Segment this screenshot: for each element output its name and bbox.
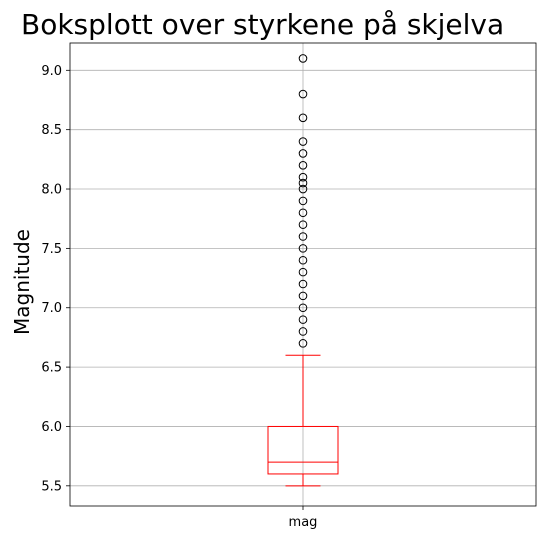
outlier-point [298,267,308,277]
outlier-point [298,315,308,324]
outlier-point [298,291,308,301]
y-tick-label: 8.0 [41,183,62,198]
y-tick-label: 5.5 [41,479,62,494]
outlier-point [298,279,308,289]
outlier-point [298,89,308,99]
iqr-box [267,425,339,475]
y-tick-label: 6.5 [41,361,62,376]
outlier-point [298,196,308,206]
outlier-point [298,54,308,63]
y-tick-label: 9.0 [41,64,62,79]
y-tick-label: 7.5 [41,242,62,257]
outlier-point [298,303,308,313]
outlier-point [298,184,308,194]
outlier-point [298,208,308,218]
outlier-point [298,220,308,229]
outlier-point [298,232,308,241]
x-tick-label: mag [289,515,318,530]
outlier-point [298,178,308,188]
outlier-point [298,255,308,265]
outlier-point [298,137,308,146]
chart-title: Boksplott over styrkene på skjelva [21,8,505,41]
outlier-point [298,339,308,348]
outlier-point [298,160,308,170]
outlier-point [298,327,308,336]
y-tick-label: 7.0 [41,301,62,316]
outlier-point [298,244,308,253]
outlier-point [298,172,308,182]
y-tick-label: 6.0 [41,420,62,435]
outlier-point [298,113,308,123]
y-tick-label: 8.5 [41,123,62,138]
outlier-point [298,149,308,158]
